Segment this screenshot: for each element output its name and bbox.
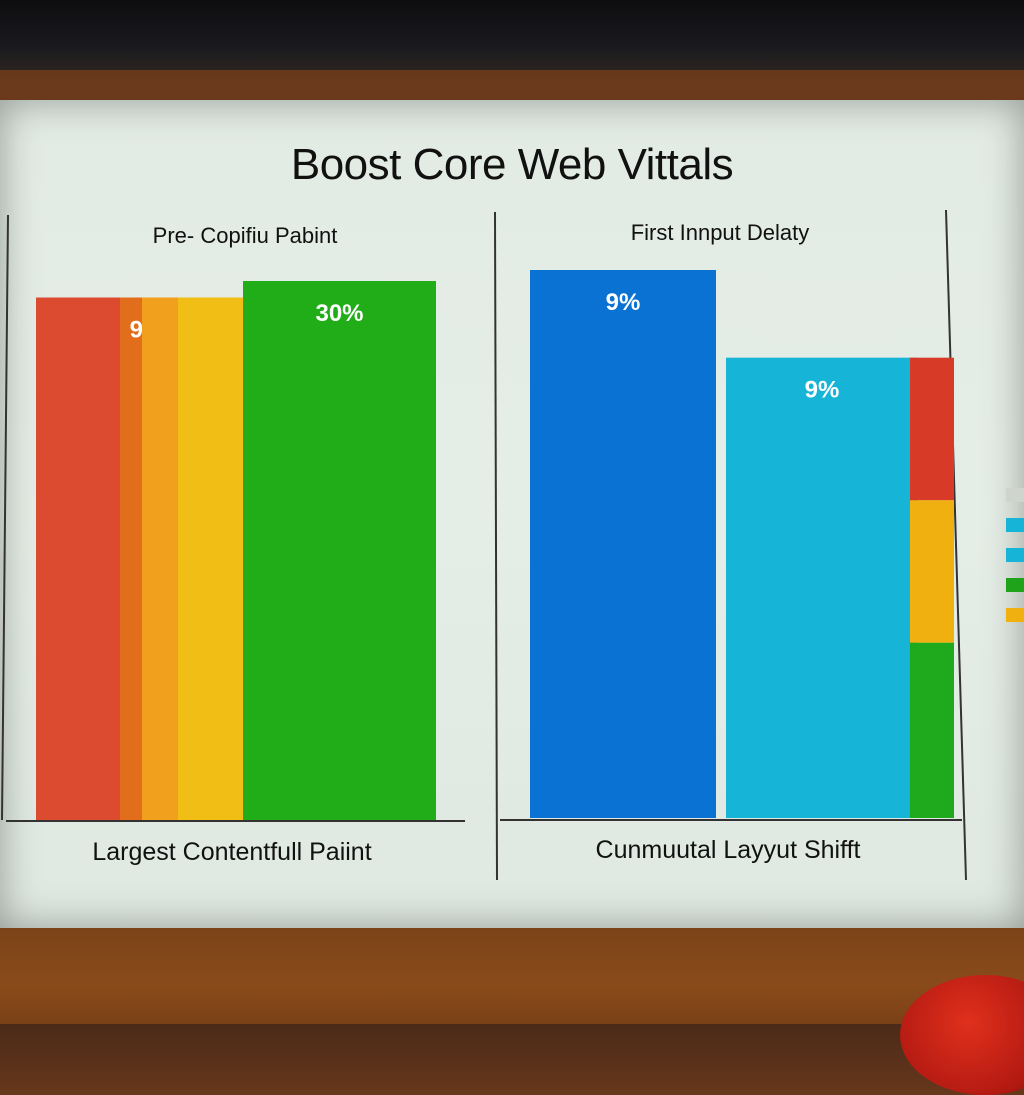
right-bar-1 — [726, 357, 918, 818]
legend-swatch-0 — [1006, 488, 1024, 502]
legend-swatch-3 — [1006, 578, 1024, 592]
right-chart-title: First Innput Delaty — [631, 220, 810, 245]
right-stack-segment-2 — [910, 357, 954, 501]
left-chart: Pre- Copifiu Pabint 9%30% Largest Conten… — [1, 214, 465, 866]
right-chart-bars: 9% 9% — [530, 270, 954, 818]
left-bar-4 — [243, 281, 436, 820]
right-stack-segment-4 — [910, 642, 954, 818]
right-bar-label-1: 9% — [805, 377, 840, 404]
right-chart-x-caption: Cunmuutal Layyut Shifft — [596, 836, 861, 864]
left-chart-bars: 9%30% — [36, 281, 436, 820]
left-bar-1 — [120, 297, 144, 820]
slide-title: Boost Core Web Vittals — [290, 140, 734, 189]
right-chart-border — [945, 209, 967, 881]
legend-swatch-1 — [1006, 518, 1024, 532]
right-bar-0 — [530, 270, 716, 818]
charts-canvas: Pre- Copifiu Pabint 9%30% Largest Conten… — [1, 209, 1024, 881]
legend-swatch-2 — [1006, 548, 1024, 562]
room-wall — [0, 928, 1024, 1024]
left-bar-2 — [142, 297, 180, 820]
left-chart-y-axis — [1, 214, 9, 821]
panel-divider — [494, 211, 498, 881]
right-stack-segment-3 — [910, 500, 954, 643]
legend-swatch-4 — [1006, 608, 1024, 622]
projector-top-bezel — [0, 0, 1024, 70]
left-bar-label-4: 30% — [315, 300, 363, 327]
left-chart-x-caption: Largest Contentfull Paiint — [92, 838, 371, 866]
right-chart: First Innput Delaty 9% 9% Cunmuutal Layyu… — [494, 209, 967, 881]
left-bar-0 — [36, 297, 124, 820]
left-chart-title: Pre- Copifiu Pabint — [153, 223, 338, 248]
legend — [1006, 488, 1024, 622]
left-bar-3 — [178, 297, 244, 820]
right-bar-label-0: 9% — [606, 289, 641, 316]
